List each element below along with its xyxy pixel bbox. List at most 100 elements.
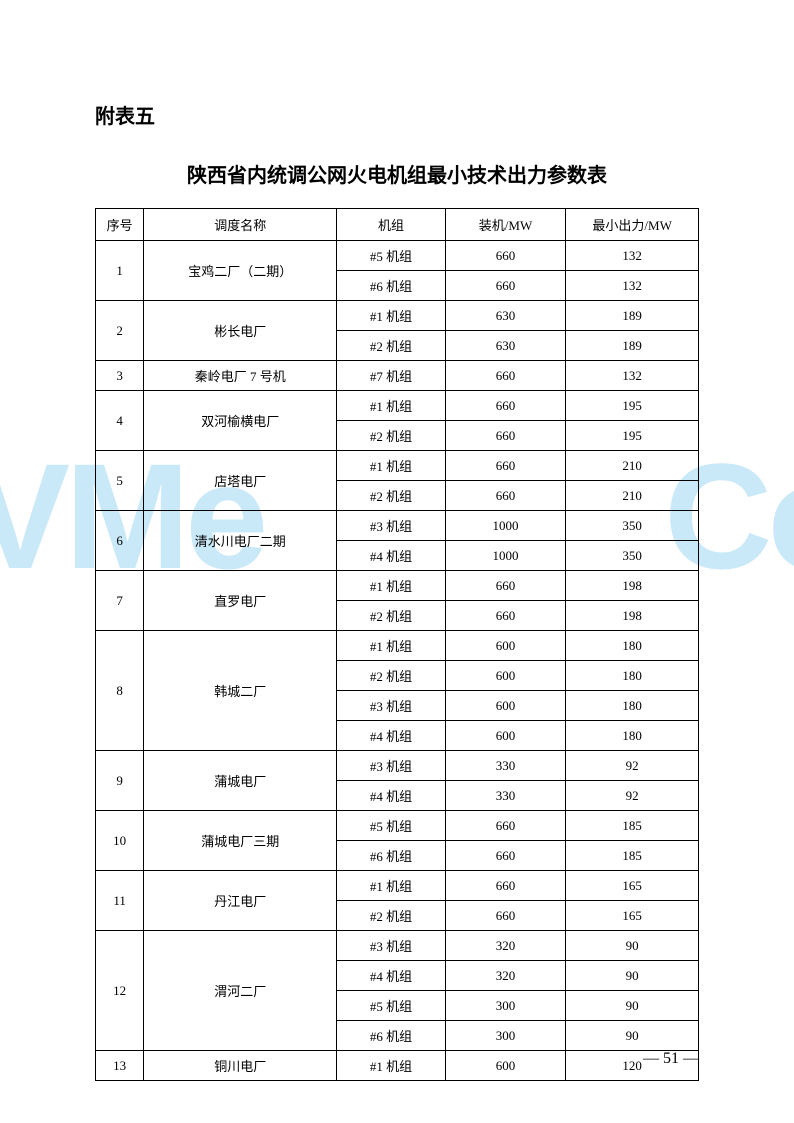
cell-capacity: 600 [445,721,566,751]
cell-capacity: 330 [445,781,566,811]
cell-seq: 1 [96,241,144,301]
cell-seq: 7 [96,571,144,631]
cell-capacity: 660 [445,241,566,271]
cell-min-output: 198 [566,571,699,601]
cell-unit: #3 机组 [337,751,446,781]
cell-seq: 3 [96,361,144,391]
cell-name: 韩城二厂 [144,631,337,751]
cell-name: 双河榆横电厂 [144,391,337,451]
cell-unit: #1 机组 [337,391,446,421]
table-row: 13铜川电厂#1 机组600120 [96,1051,699,1081]
cell-unit: #1 机组 [337,871,446,901]
cell-seq: 13 [96,1051,144,1081]
cell-name: 蒲城电厂三期 [144,811,337,871]
cell-capacity: 1000 [445,511,566,541]
cell-min-output: 350 [566,511,699,541]
cell-seq: 6 [96,511,144,571]
cell-unit: #4 机组 [337,781,446,811]
cell-min-output: 195 [566,391,699,421]
cell-capacity: 300 [445,1021,566,1051]
cell-unit: #3 机组 [337,511,446,541]
header-seq: 序号 [96,209,144,241]
table-row: 10蒲城电厂三期#5 机组660185 [96,811,699,841]
appendix-label: 附表五 [95,100,699,129]
cell-min-output: 180 [566,661,699,691]
cell-min-output: 90 [566,991,699,1021]
cell-min-output: 198 [566,601,699,631]
cell-unit: #1 机组 [337,1051,446,1081]
table-body: 1宝鸡二厂（二期）#5 机组660132#6 机组6601322彬长电厂#1 机… [96,241,699,1081]
cell-capacity: 660 [445,601,566,631]
table-row: 2彬长电厂#1 机组630189 [96,301,699,331]
cell-min-output: 92 [566,751,699,781]
table-row: 4双河榆横电厂#1 机组660195 [96,391,699,421]
cell-seq: 5 [96,451,144,511]
cell-capacity: 600 [445,631,566,661]
cell-min-output: 185 [566,811,699,841]
cell-unit: #4 机组 [337,721,446,751]
cell-seq: 11 [96,871,144,931]
cell-unit: #2 机组 [337,661,446,691]
cell-capacity: 660 [445,901,566,931]
cell-min-output: 195 [566,421,699,451]
cell-capacity: 300 [445,991,566,1021]
table-row: 1宝鸡二厂（二期）#5 机组660132 [96,241,699,271]
cell-capacity: 660 [445,271,566,301]
table-row: 5店塔电厂#1 机组660210 [96,451,699,481]
cell-name: 秦岭电厂 7 号机 [144,361,337,391]
cell-name: 蒲城电厂 [144,751,337,811]
cell-unit: #5 机组 [337,991,446,1021]
cell-unit: #3 机组 [337,931,446,961]
cell-unit: #2 机组 [337,901,446,931]
cell-capacity: 660 [445,481,566,511]
cell-seq: 2 [96,301,144,361]
cell-capacity: 320 [445,931,566,961]
cell-seq: 12 [96,931,144,1051]
cell-name: 铜川电厂 [144,1051,337,1081]
cell-name: 宝鸡二厂（二期） [144,241,337,301]
cell-min-output: 165 [566,871,699,901]
cell-seq: 9 [96,751,144,811]
cell-capacity: 1000 [445,541,566,571]
header-name: 调度名称 [144,209,337,241]
cell-seq: 10 [96,811,144,871]
cell-capacity: 660 [445,361,566,391]
cell-seq: 8 [96,631,144,751]
cell-min-output: 132 [566,241,699,271]
cell-unit: #6 机组 [337,1021,446,1051]
cell-min-output: 185 [566,841,699,871]
header-capacity: 装机/MW [445,209,566,241]
cell-name: 直罗电厂 [144,571,337,631]
cell-min-output: 132 [566,271,699,301]
cell-capacity: 600 [445,691,566,721]
cell-unit: #1 机组 [337,631,446,661]
cell-name: 彬长电厂 [144,301,337,361]
power-plant-table: 序号 调度名称 机组 装机/MW 最小出力/MW 1宝鸡二厂（二期）#5 机组6… [95,208,699,1081]
cell-unit: #3 机组 [337,691,446,721]
cell-min-output: 132 [566,361,699,391]
cell-min-output: 120 [566,1051,699,1081]
table-header-row: 序号 调度名称 机组 装机/MW 最小出力/MW [96,209,699,241]
cell-capacity: 660 [445,451,566,481]
table-row: 7直罗电厂#1 机组660198 [96,571,699,601]
table-row: 9蒲城电厂#3 机组33092 [96,751,699,781]
cell-unit: #5 机组 [337,811,446,841]
cell-min-output: 90 [566,961,699,991]
cell-min-output: 210 [566,481,699,511]
cell-capacity: 660 [445,811,566,841]
cell-name: 店塔电厂 [144,451,337,511]
header-unit: 机组 [337,209,446,241]
cell-unit: #4 机组 [337,961,446,991]
cell-min-output: 189 [566,331,699,361]
cell-capacity: 600 [445,1051,566,1081]
cell-unit: #1 机组 [337,571,446,601]
cell-capacity: 630 [445,301,566,331]
table-row: 3秦岭电厂 7 号机#7 机组660132 [96,361,699,391]
cell-min-output: 180 [566,631,699,661]
table-row: 11丹江电厂#1 机组660165 [96,871,699,901]
cell-unit: #2 机组 [337,421,446,451]
cell-min-output: 350 [566,541,699,571]
cell-unit: #1 机组 [337,451,446,481]
cell-name: 丹江电厂 [144,871,337,931]
cell-min-output: 90 [566,931,699,961]
